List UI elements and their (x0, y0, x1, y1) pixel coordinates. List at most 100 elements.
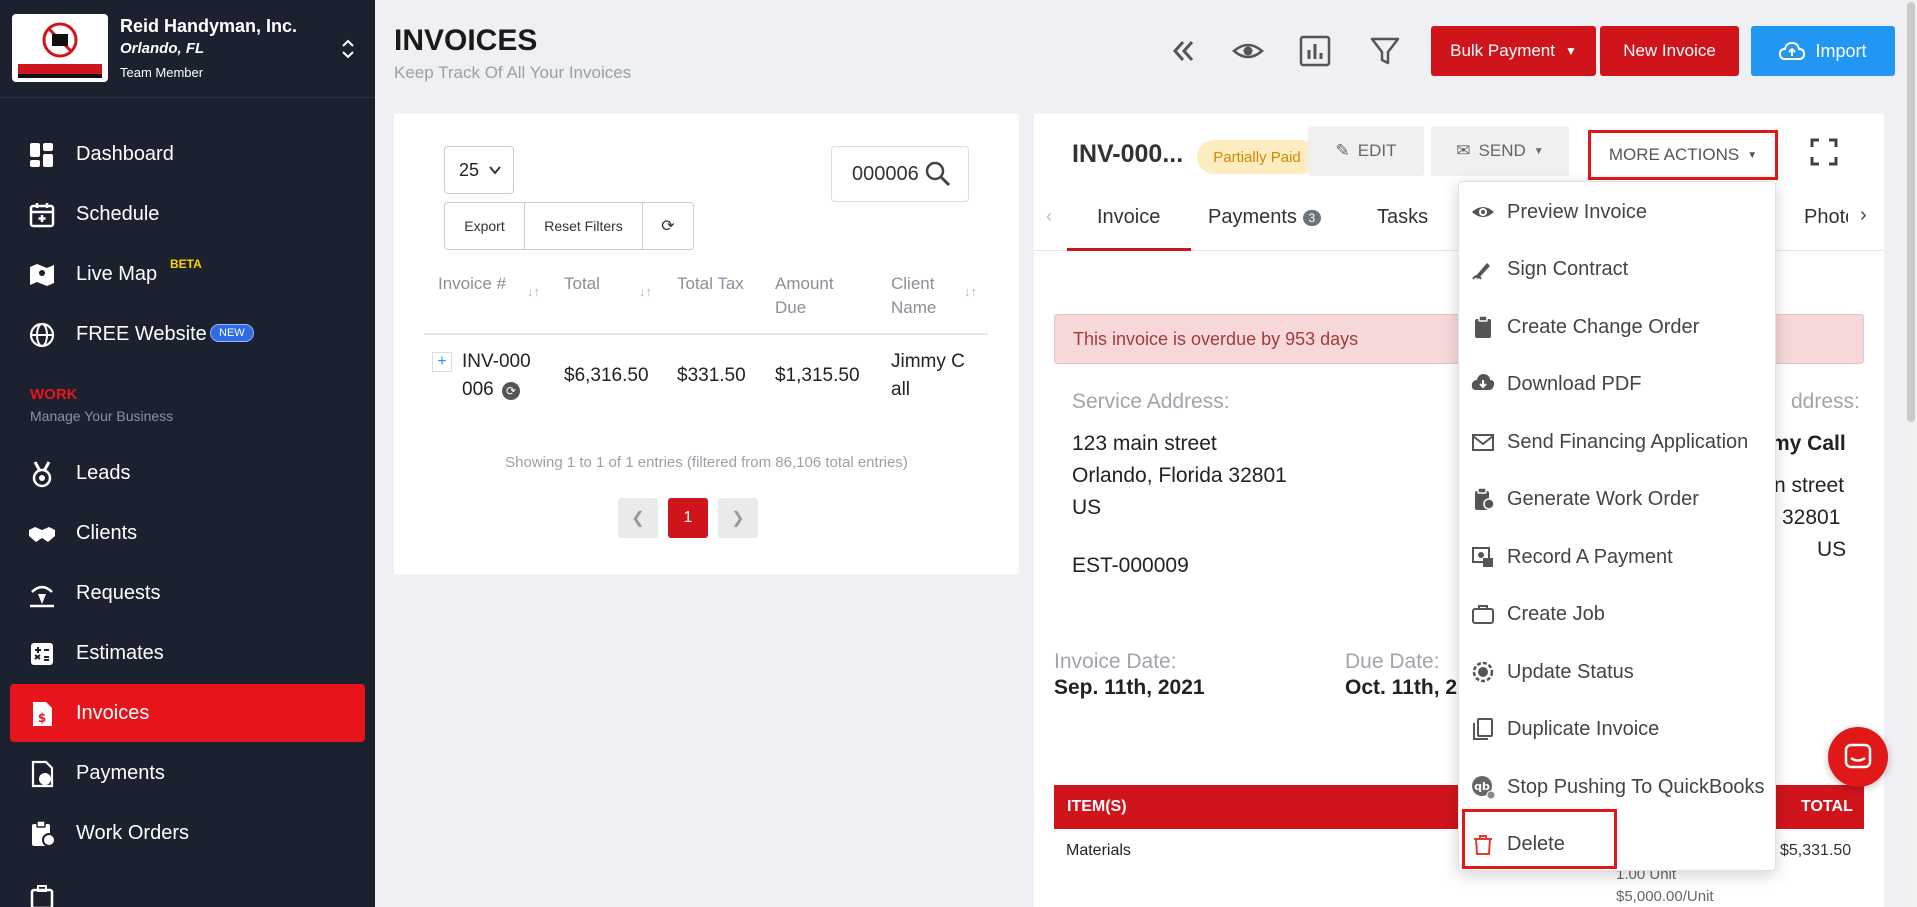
prev-page-button[interactable]: ❮ (618, 498, 658, 538)
col-amount-due[interactable]: Amount Due (775, 274, 834, 317)
more-actions-menu: Preview Invoice Sign Contract Create Cha… (1458, 181, 1776, 871)
refresh-button[interactable]: ⟳ (643, 203, 693, 249)
more-actions-button[interactable]: MORE ACTIONS ▼ (1588, 130, 1778, 180)
menu-item-send-financing-application[interactable]: Send Financing Application (1459, 412, 1777, 470)
nav-schedule[interactable]: Schedule (10, 185, 365, 243)
menu-item-duplicate-invoice[interactable]: Duplicate Invoice (1459, 699, 1777, 757)
caret-down-icon: ▼ (1565, 44, 1577, 58)
due-date: Oct. 11th, 2 (1345, 676, 1458, 699)
billing-address-line2: 32801 (1782, 506, 1841, 529)
invoice-date-label: Invoice Date: (1054, 650, 1177, 673)
service-address-line1: 123 main street (1072, 432, 1217, 455)
edit-button[interactable]: ✎ EDIT (1308, 126, 1424, 176)
dashboard-icon (30, 143, 53, 167)
company-name: Reid Handyman, Inc. (120, 16, 298, 36)
reset-filters-label: Reset Filters (544, 218, 623, 234)
col-total[interactable]: Total (564, 274, 600, 293)
nav-clients[interactable]: Clients (10, 504, 365, 562)
cloud-download-icon (1471, 374, 1495, 390)
new-invoice-label: New Invoice (1623, 41, 1716, 60)
cell-invoice-number-line1[interactable]: INV-000 (462, 351, 531, 372)
nav-payments[interactable]: Payments (10, 744, 365, 802)
eye-icon[interactable] (1231, 34, 1265, 68)
export-button[interactable]: Export (445, 203, 525, 249)
expand-row-icon[interactable]: + (432, 352, 452, 372)
nav-work-orders[interactable]: Work Orders (10, 804, 365, 862)
nav-estimates[interactable]: Estimates (10, 624, 365, 682)
scrollbar-thumb[interactable] (1907, 2, 1915, 422)
invoice-id: INV-000... (1072, 140, 1184, 168)
reset-filters-button[interactable]: Reset Filters (525, 203, 643, 249)
search-input[interactable]: 000006 (831, 146, 969, 202)
request-icon (30, 585, 54, 608)
cell-client-name-line2: all (891, 379, 911, 400)
tab-tasks[interactable]: Tasks (1377, 206, 1429, 228)
col-client-name[interactable]: Client Name (891, 274, 937, 317)
send-label: SEND (1478, 141, 1526, 160)
table-header-divider (424, 333, 988, 335)
filter-icon[interactable] (1368, 34, 1402, 68)
refresh-icon: ⟳ (661, 218, 675, 235)
nav-invoices[interactable]: $ Invoices (10, 684, 365, 742)
nav-live-map[interactable]: Live Map BETA (10, 245, 365, 303)
menu-item-delete[interactable]: Delete (1459, 814, 1777, 872)
cell-total-tax: $331.50 (677, 365, 746, 386)
page-title: INVOICES (394, 24, 538, 57)
menu-item-create-job[interactable]: Create Job (1459, 584, 1777, 642)
cell-invoice-number-line2[interactable]: 006 (462, 379, 494, 400)
tab-payments-label: Payments (1208, 206, 1297, 228)
handshake-icon (29, 527, 55, 542)
nav-dashboard-label: Dashboard (76, 143, 174, 165)
new-invoice-button[interactable]: New Invoice (1600, 26, 1739, 76)
tabs-scroll-right[interactable]: › (1848, 196, 1884, 240)
import-label: Import (1815, 40, 1867, 61)
double-chevron-left-icon[interactable] (1166, 34, 1200, 68)
menu-item-sign-contract[interactable]: Sign Contract (1459, 239, 1777, 297)
sort-icon[interactable]: ↓↑ (964, 284, 977, 299)
nav-next-item-icon (28, 884, 56, 907)
nav-leads[interactable]: Leads (10, 444, 365, 502)
caret-down-icon: ▼ (1533, 145, 1544, 157)
tab-payments[interactable]: Payments 3 (1208, 206, 1322, 229)
tab-invoice[interactable]: Invoice (1097, 206, 1161, 228)
import-button[interactable]: Import (1751, 26, 1895, 76)
next-page-button[interactable]: ❯ (718, 498, 758, 538)
nav-invoices-label: Invoices (76, 702, 150, 724)
tab-photos[interactable]: Photo (1804, 206, 1857, 228)
bar-chart-icon[interactable] (1298, 34, 1332, 68)
cloud-upload-icon (1779, 41, 1806, 60)
menu-item-create-change-order[interactable]: Create Change Order (1459, 297, 1777, 355)
company-switcher[interactable]: Reid Handyman, Inc. Orlando, FL Team Mem… (0, 0, 375, 98)
search-icon[interactable] (925, 161, 951, 187)
signature-icon (1472, 263, 1490, 280)
page-button-current[interactable]: 1 (668, 498, 708, 538)
company-logo (12, 14, 108, 82)
bulk-payment-button[interactable]: Bulk Payment ▼ (1431, 26, 1596, 76)
status-badge: Partially Paid (1197, 140, 1317, 174)
nav-free-website[interactable]: FREE Website NEW (10, 305, 365, 363)
col-invoice-number[interactable]: Invoice # (438, 274, 507, 293)
menu-item-label: Create Job (1507, 603, 1605, 625)
sort-icon[interactable]: ↓↑ (527, 284, 540, 299)
fullscreen-icon[interactable] (1810, 138, 1838, 166)
recurring-icon: ⟳ (502, 382, 520, 400)
nav-requests-label: Requests (76, 582, 161, 604)
menu-item-label: Sign Contract (1507, 258, 1629, 280)
per-page-select[interactable]: 25 (444, 146, 514, 194)
tabs-scroll-left-icon[interactable]: ‹ (1046, 206, 1052, 226)
menu-item-generate-work-order[interactable]: Generate Work Order (1459, 469, 1777, 527)
menu-item-preview-invoice[interactable]: Preview Invoice (1459, 182, 1777, 240)
chat-launcher-button[interactable] (1828, 727, 1888, 787)
menu-item-update-status[interactable]: Update Status (1459, 642, 1777, 700)
col-total-tax[interactable]: Total Tax (677, 274, 744, 293)
menu-item-download-pdf[interactable]: Download PDF (1459, 354, 1777, 412)
quickbooks-icon: qb (1472, 776, 1495, 799)
menu-item-record-a-payment[interactable]: Record A Payment (1459, 527, 1777, 585)
menu-item-stop-pushing-to-quickbooks[interactable]: qb Stop Pushing To QuickBooks (1459, 757, 1777, 815)
sort-icon[interactable]: ↓↑ (639, 284, 652, 299)
work-order-icon (32, 820, 56, 847)
nav-dashboard[interactable]: Dashboard (10, 125, 365, 183)
send-button[interactable]: ✉ SEND ▼ (1431, 126, 1569, 176)
nav-requests[interactable]: Requests (10, 564, 365, 622)
page-scrollbar[interactable] (1905, 0, 1917, 907)
